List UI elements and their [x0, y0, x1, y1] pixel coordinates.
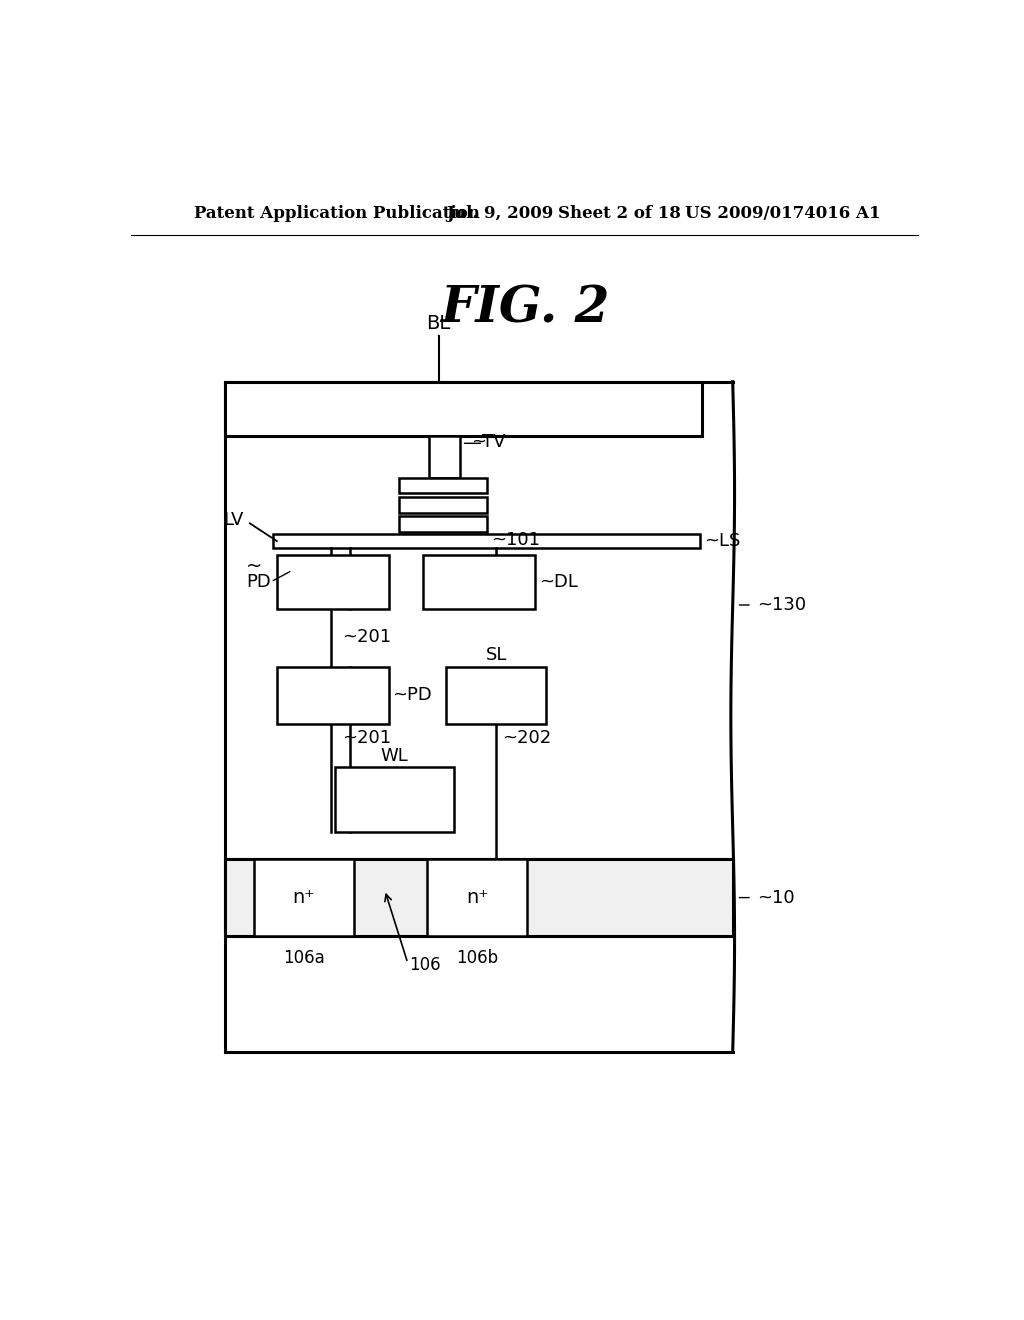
- Text: 106: 106: [410, 957, 441, 974]
- Bar: [398, 516, 487, 532]
- Text: Sheet 2 of 18: Sheet 2 of 18: [558, 206, 681, 222]
- Bar: [446, 667, 547, 725]
- Bar: [276, 554, 388, 609]
- Text: ~: ~: [246, 557, 262, 576]
- Bar: [254, 859, 354, 936]
- Text: LV: LV: [223, 511, 244, 529]
- Text: PD: PD: [246, 573, 270, 591]
- Text: ~201: ~201: [342, 628, 391, 647]
- Text: WL: WL: [380, 747, 408, 764]
- Text: ~101: ~101: [490, 531, 540, 549]
- Text: US 2009/0174016 A1: US 2009/0174016 A1: [685, 206, 881, 222]
- Text: ~130: ~130: [758, 597, 807, 614]
- Bar: [224, 859, 733, 936]
- Bar: [398, 478, 487, 494]
- Text: Patent Application Publication: Patent Application Publication: [194, 206, 479, 222]
- Text: ~PD: ~PD: [392, 686, 432, 704]
- Bar: [273, 535, 700, 548]
- Text: ~202: ~202: [503, 729, 552, 747]
- Text: n⁺: n⁺: [293, 888, 315, 907]
- Bar: [224, 381, 701, 436]
- Bar: [423, 554, 535, 609]
- Bar: [276, 667, 388, 725]
- Bar: [427, 859, 527, 936]
- Text: SL: SL: [485, 645, 507, 664]
- Text: FIG. 2: FIG. 2: [440, 284, 609, 333]
- Text: 106b: 106b: [456, 949, 498, 966]
- Text: ~201: ~201: [342, 729, 391, 747]
- Text: BL: BL: [426, 314, 451, 334]
- Text: ~: ~: [471, 433, 486, 450]
- Text: ~LS: ~LS: [705, 532, 740, 550]
- Text: n⁺: n⁺: [466, 888, 488, 907]
- Text: ~DL: ~DL: [539, 573, 578, 591]
- Bar: [429, 436, 460, 478]
- Bar: [398, 498, 487, 512]
- Bar: [335, 767, 454, 832]
- Text: TV: TV: [481, 433, 505, 450]
- Text: 106a: 106a: [283, 949, 325, 966]
- Text: Jul. 9, 2009: Jul. 9, 2009: [446, 206, 554, 222]
- Text: ~10: ~10: [758, 888, 795, 907]
